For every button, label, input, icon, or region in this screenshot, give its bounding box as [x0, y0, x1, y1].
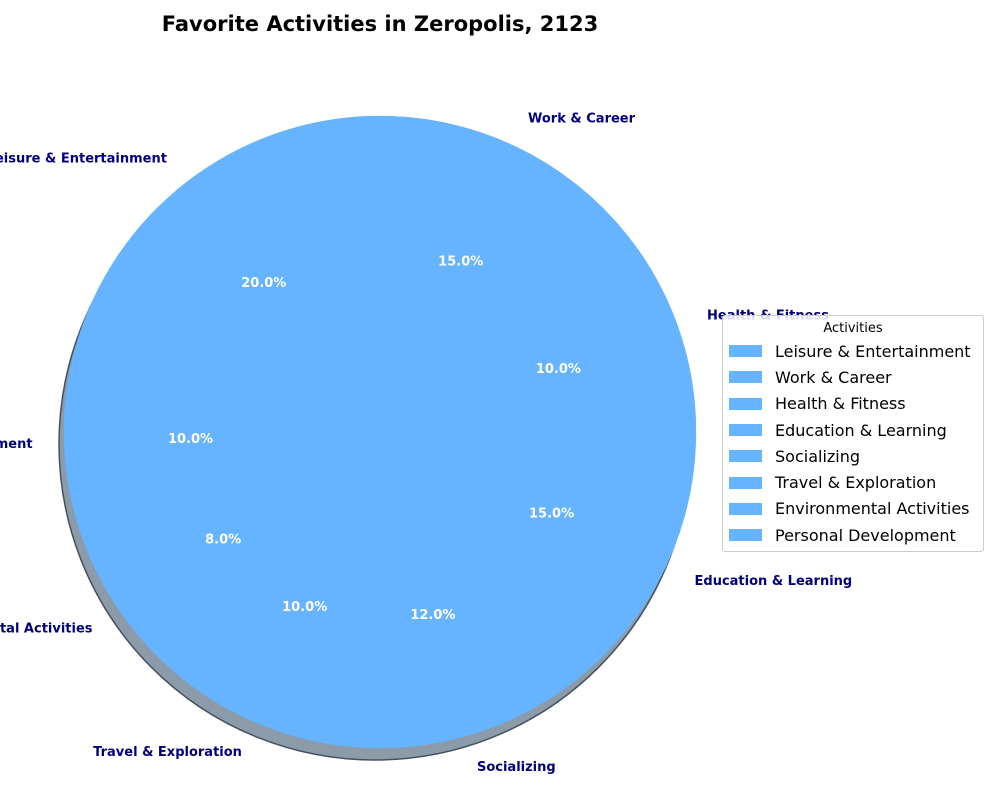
legend-swatch [729, 371, 762, 384]
pie-slice-personal-development [63, 343, 381, 540]
category-label-personal-development: Personal Development [0, 437, 33, 452]
pie-slice-education-and-learning [379, 421, 697, 683]
legend-title: Activities [823, 321, 883, 336]
legend-label: Socializing [775, 446, 861, 466]
category-label-socializing: Socializing [477, 760, 556, 775]
legend-label: Leisure & Entertainment [775, 341, 971, 361]
legend-label: Personal Development [775, 525, 956, 545]
legend-label: Education & Learning [775, 420, 947, 440]
legend-item-work-and-career: Work & Career [723, 364, 983, 390]
percent-label-health-and-fitness: 10.0% [536, 362, 581, 377]
legend-swatch [729, 397, 762, 410]
legend-item-socializing: Socializing [723, 443, 983, 469]
category-label-environmental-activities: Environmental Activities [0, 621, 93, 636]
percent-label-personal-development: 10.0% [168, 432, 213, 447]
legend-item-environmental-activities: Environmental Activities [723, 496, 983, 522]
legend-label: Travel & Exploration [775, 473, 937, 493]
legend-swatch [729, 424, 762, 437]
legend-item-leisure-and-entertainment: Leisure & Entertainment [723, 338, 983, 364]
percent-label-environmental-activities: 8.0% [205, 533, 241, 548]
percent-label-work-and-career: 15.0% [438, 254, 483, 269]
legend-swatch [729, 529, 762, 542]
category-label-travel-and-exploration: Travel & Exploration [93, 745, 242, 760]
legend-item-health-and-fitness: Health & Fitness [723, 391, 983, 417]
percent-label-leisure-and-entertainment: 20.0% [241, 276, 286, 291]
category-label-leisure-and-entertainment: Leisure & Entertainment [0, 151, 167, 166]
legend-item-education-and-learning: Education & Learning [723, 417, 983, 443]
category-label-education-and-learning: Education & Learning [695, 574, 853, 589]
legend-swatch [729, 476, 762, 489]
legend-item-travel-and-exploration: Travel & Exploration [723, 469, 983, 495]
legend-label: Environmental Activities [775, 499, 970, 519]
chart-title: Favorite Activities in Zeropolis, 2123 [162, 12, 598, 36]
pie-slice-environmental-activities [82, 431, 381, 670]
legend-label: Work & Career [775, 367, 892, 387]
percent-label-travel-and-exploration: 10.0% [282, 600, 327, 615]
legend: Activities Leisure & Entertainment Work &… [722, 315, 984, 552]
legend-swatch [729, 345, 762, 358]
category-label-work-and-career: Work & Career [528, 111, 636, 126]
pie-slice-leisure-and-entertainment [76, 115, 381, 433]
percent-label-education-and-learning: 15.0% [529, 507, 574, 522]
legend-swatch [729, 450, 762, 463]
legend-label: Health & Fitness [775, 394, 906, 414]
percent-label-socializing: 12.0% [410, 608, 455, 623]
pie-slice-socializing [349, 431, 575, 749]
pie-slice-work-and-career [369, 115, 631, 433]
legend-item-personal-development: Personal Development [723, 522, 983, 548]
pie-slice-travel-and-exploration [170, 431, 381, 747]
pie-slice-health-and-fitness [379, 237, 697, 433]
legend-swatch [729, 502, 762, 515]
